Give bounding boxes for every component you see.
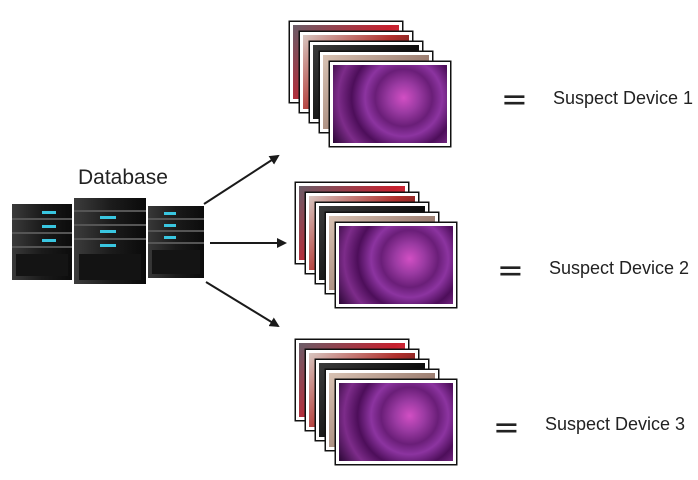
photo-stack-2	[296, 183, 466, 309]
photo-stack-3	[296, 340, 466, 466]
device-label-1: Suspect Device 1	[553, 88, 694, 108]
server-right-icon	[148, 206, 204, 278]
equals-sign-3: =	[493, 408, 520, 446]
server-left-icon	[12, 204, 72, 280]
arrow-to-device-1	[203, 154, 280, 205]
photo-stack-1	[290, 22, 460, 148]
arrow-to-device-3	[205, 281, 280, 328]
database-label: Database	[78, 166, 168, 189]
device-label-2: Suspect Device 2	[549, 258, 690, 278]
equals-sign-1: =	[501, 80, 528, 118]
rose-photo	[336, 380, 456, 464]
device-label-3: Suspect Device 3	[545, 414, 686, 434]
rose-photo	[336, 223, 456, 307]
rose-photo	[330, 62, 450, 146]
equals-sign-2: =	[497, 251, 524, 289]
server-middle-icon	[74, 198, 146, 284]
